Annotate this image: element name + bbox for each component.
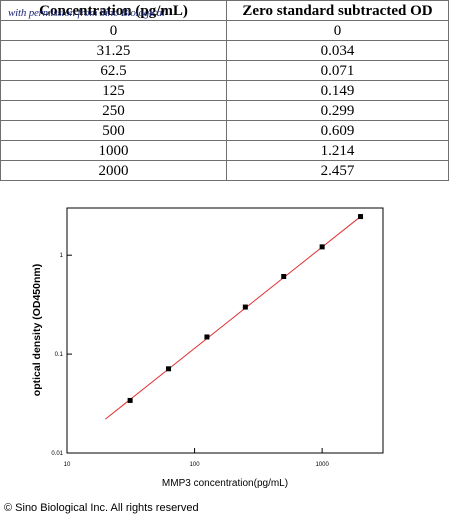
- cell-concentration: 1000: [0, 140, 227, 161]
- cell-od: 0: [226, 20, 449, 41]
- x-tick-label: 1000: [315, 462, 329, 468]
- standard-curve-chart: 10 100 1000 0.01 0.1 1 MMP3 concentration(pg…: [31, 207, 384, 489]
- cell-od: 1.214: [226, 140, 449, 161]
- cell-concentration: 2000: [0, 160, 227, 181]
- cell-od: 0.299: [226, 100, 449, 121]
- plot-frame: [66, 207, 384, 454]
- table-row: 125 0.149: [0, 80, 449, 101]
- cell-od: 0.149: [226, 80, 449, 101]
- table-header-row: Concentration (pg/mL) Zero standard subt…: [0, 0, 449, 21]
- cell-concentration: 0: [0, 20, 227, 41]
- fit-line: [105, 216, 361, 420]
- x-axis-label: MMP3 concentration(pg/mL): [162, 478, 288, 489]
- fit-line-group: [105, 216, 361, 420]
- data-point: [358, 214, 364, 220]
- standard-curve-table: Concentration (pg/mL) Zero standard subt…: [0, 0, 449, 181]
- cell-concentration: 500: [0, 120, 227, 141]
- table-row: 2000 2.457: [0, 160, 449, 181]
- cell-od: 2.457: [226, 160, 449, 181]
- header-concentration: Concentration (pg/mL): [0, 0, 227, 21]
- y-tick-label: 1: [60, 253, 64, 259]
- header-od: Zero standard subtracted OD: [226, 0, 449, 21]
- table-row: 1000 1.214: [0, 140, 449, 161]
- y-axis-label: optical density (OD450nm): [31, 264, 43, 396]
- y-tick-label: 0.01: [51, 451, 63, 457]
- cell-concentration: 250: [0, 100, 227, 121]
- x-axis-ticks: 10 100 1000: [64, 448, 329, 468]
- table-row: 250 0.299: [0, 100, 449, 121]
- x-tick-label: 10: [64, 462, 71, 468]
- cell-od: 0.034: [226, 40, 449, 61]
- y-tick-label: 0.1: [55, 352, 64, 358]
- cell-concentration: 62.5: [0, 60, 227, 81]
- cell-od: 0.609: [226, 120, 449, 141]
- cell-concentration: 125: [0, 80, 227, 101]
- table-row: 500 0.609: [0, 120, 449, 141]
- data-point: [242, 304, 248, 310]
- data-point: [166, 366, 172, 372]
- data-point: [127, 397, 133, 403]
- data-points: [127, 214, 364, 403]
- x-tick-label: 100: [190, 462, 201, 468]
- y-axis-ticks: 0.01 0.1 1: [51, 253, 72, 457]
- table-row: 62.5 0.071: [0, 60, 449, 81]
- data-point: [204, 334, 210, 340]
- copyright-text: © Sino Biological Inc. All rights reserv…: [4, 502, 199, 514]
- data-point: [281, 273, 287, 279]
- cell-concentration: 31.25: [0, 40, 227, 61]
- cell-od: 0.071: [226, 60, 449, 81]
- table-row: 31.25 0.034: [0, 40, 449, 61]
- table-row: 0 0: [0, 20, 449, 41]
- data-point: [319, 244, 325, 250]
